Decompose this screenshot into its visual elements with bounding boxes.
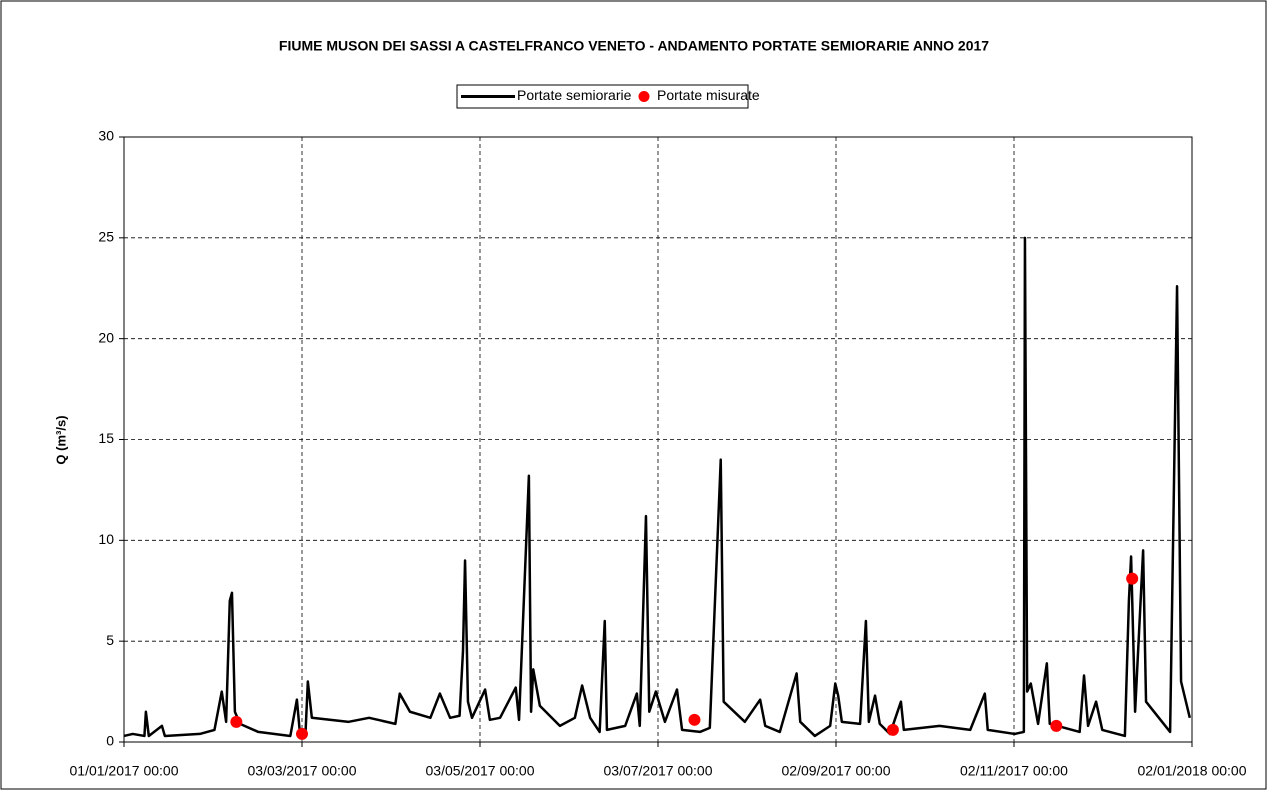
plot-frame [123,136,1193,743]
x-tick-label: 02/01/2018 00:00 [1138,763,1247,779]
data-point [230,715,243,728]
x-tick-label: 03/07/2017 00:00 [604,763,713,779]
x-tick-label: 03/05/2017 00:00 [426,763,535,779]
y-tick-label: 5 [106,632,114,648]
legend-box [456,84,749,109]
x-tick-label: 03/03/2017 00:00 [248,763,357,779]
y-tick-label: 15 [98,430,114,446]
data-point [886,723,899,736]
legend-label: Portate semiorarie [517,87,632,103]
data-point [688,713,701,726]
data-point [296,727,308,740]
y-tick-label: 0 [106,733,114,749]
chart-title: FIUME MUSON DEI SASSI A CASTELFRANCO VEN… [279,38,989,54]
legend-swatch [638,91,650,102]
x-tick-label: 02/11/2017 00:00 [960,763,1068,779]
data-point [1126,572,1139,585]
x-tick-label: 02/09/2017 00:00 [782,763,891,779]
y-tick-label: 20 [98,329,114,345]
y-axis-label: Q (m³/s) [53,415,68,464]
legend-label: Portate misurate [657,87,760,103]
x-tick-label: 01/01/2017 00:00 [70,763,179,779]
data-point [1050,719,1063,732]
y-tick-label: 25 [98,229,114,245]
y-tick-label: 30 [98,128,114,144]
y-tick-label: 10 [98,531,114,547]
